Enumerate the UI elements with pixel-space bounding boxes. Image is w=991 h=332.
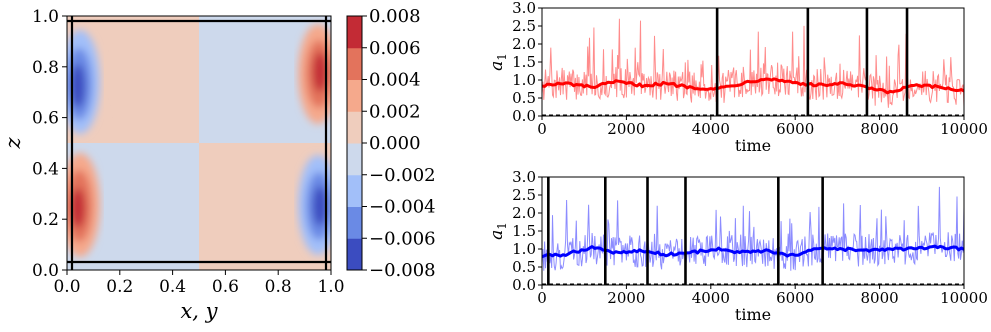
blob-left-bottom (67, 153, 100, 257)
y-tick-label: 0.5 (512, 258, 536, 276)
y-axis-label: a1 (487, 53, 509, 71)
colorbar-level (347, 143, 362, 176)
y-tick-label: 1.0 (512, 240, 536, 258)
heatmap-x-tick-label: 0.6 (212, 277, 239, 297)
timeseries-bottom-panel: 0 2000 4000 6000 8000 10000 0.00.51.01.52.02.5… (487, 168, 988, 324)
y-tick-label: 1.0 (512, 71, 536, 89)
boundary-lines (67, 16, 331, 270)
heatmap-y-tick-label: 0.2 (32, 210, 59, 230)
x-tick-label: 10000 (940, 289, 988, 307)
colorbar-level (347, 47, 362, 80)
heatmap-y-tick-label: 0.4 (32, 159, 59, 179)
heatmap-frame (66, 15, 332, 271)
smoothed-mean-line (542, 244, 964, 259)
y-tick-label: 2.5 (512, 186, 536, 204)
heatmap-y-label: z (1, 137, 25, 150)
x-tick-label: 4000 (692, 289, 730, 307)
y-tick-label: 2.5 (512, 17, 536, 35)
heatmap-x-tick-label: 0.0 (53, 277, 80, 297)
heatmap-y-ticks: 0.0 0.2 0.4 0.6 0.8 1.0 (32, 7, 67, 281)
colorbar-tick-label: 0.006 (369, 38, 421, 59)
smoothed-mean-line (542, 77, 964, 95)
y-tick-label: 3.0 (512, 168, 536, 186)
x-tick-label: 10000 (940, 120, 988, 138)
colorbar-tick-label: 0.000 (369, 133, 421, 154)
colorbar (346, 15, 363, 271)
x-tick-label: 2000 (607, 289, 645, 307)
heatmap-x-tick-label: 0.4 (159, 277, 186, 297)
heatmap-x-label: x, y (180, 299, 218, 323)
x-tick-label: 6000 (776, 289, 814, 307)
plot-frame (541, 7, 965, 117)
blob-left-top (67, 30, 100, 134)
y-tick-label: 0.5 (512, 89, 536, 107)
heatmap-x-tick-label: 0.2 (106, 277, 133, 297)
colorbar-tick-label: −0.004 (369, 197, 436, 218)
x-tick-label: 8000 (861, 289, 899, 307)
colorbar-tick-label: −0.008 (369, 260, 436, 281)
heatmap-y-tick-label: 0.8 (32, 58, 59, 78)
colorbar-tick-label: 0.008 (369, 6, 421, 27)
x-tick-label: 4000 (692, 120, 730, 138)
colorbar-level (347, 174, 362, 207)
heatmap-y-tick-label: 1.0 (32, 7, 59, 27)
y-tick-label: 0.0 (512, 276, 536, 294)
heatmap-x-tick-label: 1.0 (317, 277, 344, 297)
y-tick-label: 2.0 (512, 204, 536, 222)
heatmap-panel: 0.0 0.2 0.4 0.6 0.8 1.0 0.0 0.2 0.4 0.6 0.8 1.0 x,… (1, 6, 436, 323)
y-tick-label: 3.0 (512, 0, 536, 17)
raw-signal-line (542, 18, 964, 108)
x-tick-label: 8000 (861, 120, 899, 138)
x-tick-label: 0 (537, 289, 547, 307)
colorbar-level (347, 111, 362, 144)
blob-right-top (298, 24, 331, 124)
x-tick-label: 2000 (607, 120, 645, 138)
y-tick-label: 1.5 (512, 222, 536, 240)
colorbar-tick-label: 0.004 (369, 70, 421, 91)
blob-right-bottom (298, 155, 331, 255)
colorbar-level (347, 16, 362, 49)
colorbar-ticks: 0.008 0.006 0.004 0.002 0.000 −0.002 −0.004 −0.… (362, 6, 436, 281)
heatmap-x-tick-label: 0.8 (265, 277, 292, 297)
y-tick-label: 0.0 (512, 107, 536, 125)
colorbar-level (347, 206, 362, 239)
x-axis-label: time (735, 305, 771, 324)
timeseries-top-panel: 0 2000 4000 6000 8000 10000 0.00.51.01.52.02.5… (487, 0, 988, 155)
colorbar-tick-label: −0.002 (369, 165, 436, 186)
heatmap-y-tick-label: 0.0 (32, 261, 59, 281)
y-tick-label: 1.5 (512, 53, 536, 71)
y-tick-label: 2.0 (512, 35, 536, 53)
colorbar-tick-label: −0.006 (369, 228, 436, 249)
x-axis-label: time (735, 136, 771, 155)
heatmap-y-tick-label: 0.6 (32, 109, 59, 129)
y-axis-label: a1 (487, 222, 509, 240)
heatmap-x-ticks: 0.0 0.2 0.4 0.6 0.8 1.0 (53, 270, 345, 297)
x-tick-label: 6000 (776, 120, 814, 138)
heatmap-field (67, 16, 331, 270)
colorbar-level (347, 238, 362, 271)
raw-signal-line (542, 186, 964, 271)
colorbar-tick-label: 0.002 (369, 101, 421, 122)
x-tick-label: 0 (537, 120, 547, 138)
colorbar-level (347, 79, 362, 112)
